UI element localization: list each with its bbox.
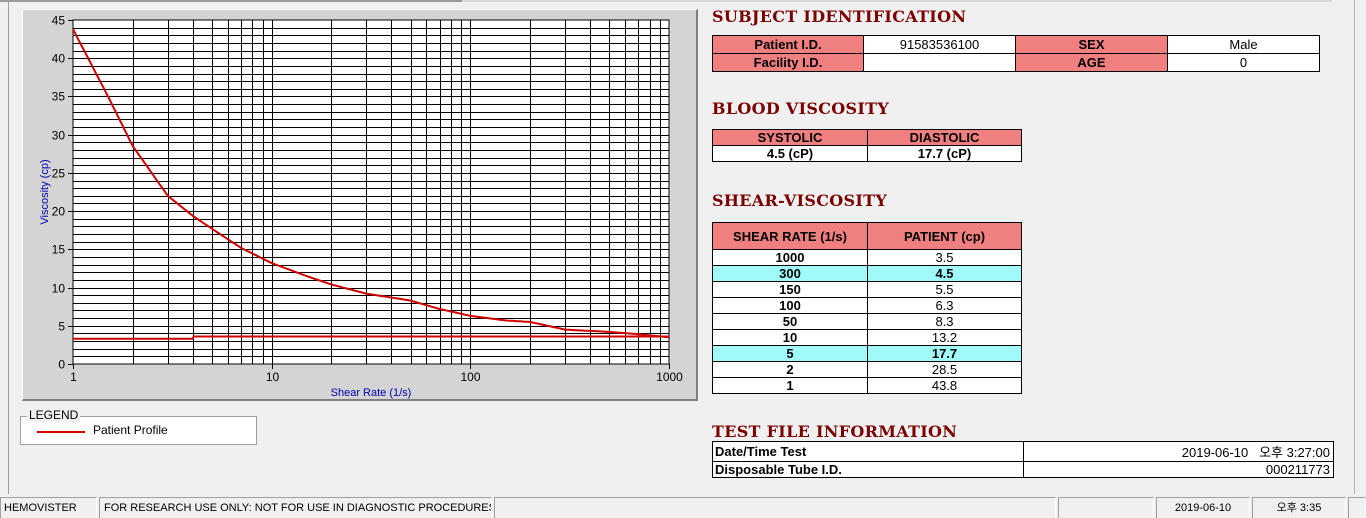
shear-row: 150 5.5 — [712, 281, 1022, 298]
y-axis-label: Viscosity (cp) — [39, 159, 51, 224]
shear-rate-cell: 50 — [712, 313, 868, 330]
patient-cp-cell: 8.3 — [867, 313, 1022, 330]
shear-row: 50 8.3 — [712, 313, 1022, 330]
shear-row: 5 17.7 — [712, 345, 1022, 362]
y-tick-label: 25 — [52, 167, 66, 181]
patient-cp-cell: 13.2 — [867, 329, 1022, 346]
sex-value: Male — [1167, 35, 1320, 54]
legend-box: LEGEND Patient Profile — [20, 408, 257, 445]
subject-table: Patient I.D. 91583536100 SEX Male Facili… — [712, 35, 1320, 72]
x-tick-label: 1 — [70, 370, 77, 384]
facility-id-value — [863, 53, 1016, 72]
diastolic-label: DIASTOLIC — [867, 129, 1022, 146]
y-tick-label: 10 — [52, 282, 66, 296]
patient-id-label: Patient I.D. — [712, 35, 864, 54]
datetime-label: Date/Time Test — [712, 441, 1024, 462]
shear-viscosity-title: SHEAR-VISCOSITY — [712, 191, 888, 210]
patient-cp-cell: 6.3 — [867, 297, 1022, 314]
y-tick-label: 20 — [52, 205, 66, 219]
y-tick-label: 35 — [52, 90, 66, 104]
shear-rate-cell: 150 — [712, 281, 868, 298]
legend-entry-patient-profile: Patient Profile — [93, 423, 168, 437]
legend-swatch — [37, 431, 85, 433]
status-date: 2019-06-10 — [1156, 497, 1250, 518]
y-tick-label: 45 — [52, 14, 66, 28]
shear-row: 300 4.5 — [712, 265, 1022, 282]
blood-viscosity-table: SYSTOLIC DIASTOLIC 4.5 (cP) 17.7 (cP) — [712, 129, 1022, 162]
test-file-table: Date/Time Test 2019-06-10 오후 3:27:00 Dis… — [712, 441, 1334, 478]
patient-cp-cell: 17.7 — [867, 345, 1022, 362]
patient-cp-header: PATIENT (cp) — [867, 222, 1022, 250]
systolic-label: SYSTOLIC — [712, 129, 868, 146]
series-line-1 — [72, 28, 670, 339]
shear-row: 1000 3.5 — [712, 249, 1022, 266]
shear-rate-cell: 5 — [712, 345, 868, 362]
blood-viscosity-title: BLOOD VISCOSITY — [712, 99, 890, 118]
series-line-2 — [73, 335, 669, 340]
shear-rate-cell: 2 — [712, 361, 868, 378]
patient-cp-cell: 3.5 — [867, 249, 1022, 266]
x-tick-label: 100 — [460, 370, 480, 384]
patient-cp-cell: 43.8 — [867, 377, 1022, 394]
shear-rate-cell: 1000 — [712, 249, 868, 266]
patient-cp-cell: 5.5 — [867, 281, 1022, 298]
shear-rate-header: SHEAR RATE (1/s) — [712, 222, 868, 250]
y-tick-label: 40 — [52, 52, 66, 66]
status-empty-panel — [494, 497, 1056, 518]
status-empty-panel-2 — [1058, 497, 1154, 518]
y-tick-label: 15 — [52, 243, 66, 257]
test-file-information-title: TEST FILE INFORMATION — [712, 422, 958, 441]
patient-cp-cell: 4.5 — [867, 265, 1022, 282]
shear-rate-cell: 1 — [712, 377, 868, 394]
patient-cp-cell: 28.5 — [867, 361, 1022, 378]
shear-row: 2 28.5 — [712, 361, 1022, 378]
viscosity-chart-panel: 0 5 10 15 20 25 30 35 40 45 1 10 100 1000 Shear Rate (… — [22, 9, 698, 401]
subject-identification-title: SUBJECT IDENTIFICATION — [712, 7, 967, 26]
x-tick-label: 1000 — [656, 370, 683, 384]
status-resize-grip[interactable] — [1348, 497, 1366, 518]
y-tick-label: 0 — [58, 358, 65, 372]
shear-viscosity-table: SHEAR RATE (1/s) PATIENT (cp) 1000 3.5 300… — [712, 222, 1022, 394]
sex-label: SEX — [1015, 35, 1168, 54]
shear-rate-cell: 300 — [712, 265, 868, 282]
x-axis-label: Shear Rate (1/s) — [331, 387, 412, 399]
shear-row: 10 13.2 — [712, 329, 1022, 346]
status-time: 오후 3:35 — [1252, 497, 1346, 518]
viscosity-chart: 0 5 10 15 20 25 30 35 40 45 1 10 100 1000 Shear Rate (… — [39, 14, 683, 400]
age-value: 0 — [1167, 53, 1320, 72]
x-tick-label: 10 — [266, 370, 280, 384]
facility-id-label: Facility I.D. — [712, 53, 864, 72]
shear-row: 100 6.3 — [712, 297, 1022, 314]
diastolic-value: 17.7 (cP) — [867, 145, 1022, 162]
systolic-value: 4.5 (cP) — [712, 145, 868, 162]
status-app-name: HEMOVISTER — [0, 497, 97, 518]
disposable-tube-label: Disposable Tube I.D. — [712, 461, 1024, 478]
y-tick-label: 30 — [52, 129, 66, 143]
plot-area — [72, 19, 670, 365]
patient-id-value: 91583536100 — [863, 35, 1016, 54]
shear-row: 1 43.8 — [712, 377, 1022, 394]
status-notice: FOR RESEARCH USE ONLY: NOT FOR USE IN DI… — [99, 497, 492, 518]
age-label: AGE — [1015, 53, 1168, 72]
disposable-tube-value: 000211773 — [1023, 461, 1334, 478]
shear-rate-cell: 100 — [712, 297, 868, 314]
shear-rate-cell: 10 — [712, 329, 868, 346]
datetime-value: 2019-06-10 오후 3:27:00 — [1023, 441, 1334, 462]
legend-title: LEGEND — [27, 408, 81, 422]
y-tick-label: 5 — [58, 320, 65, 334]
